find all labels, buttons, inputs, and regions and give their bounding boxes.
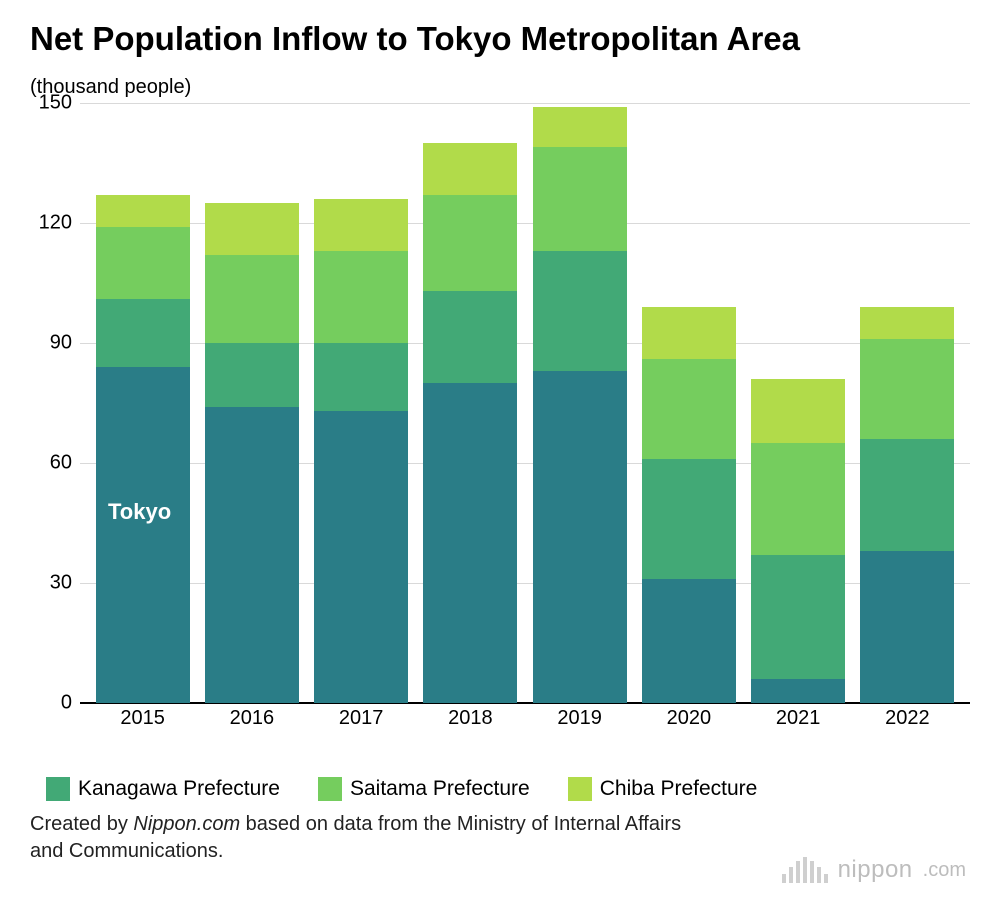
chart-subtitle: (thousand people) [30,76,970,99]
segment-saitama [860,339,954,439]
source-text: Created by Nippon.com based on data from… [30,811,710,865]
x-tick-label: 2022 [860,707,954,730]
y-tick-label: 90 [30,332,72,355]
segment-saitama [751,443,845,555]
segment-kanagawa [205,343,299,407]
segment-kanagawa [423,291,517,383]
y-tick-label: 150 [30,92,72,115]
segment-saitama [314,251,408,343]
segment-tokyo [860,551,954,703]
y-tick-label: 120 [30,212,72,235]
logo-text: nippon [838,856,913,884]
x-tick-label: 2021 [751,707,845,730]
plot-area: Tokyo [80,103,970,703]
chart-title: Net Population Inflow to Tokyo Metropoli… [30,20,970,58]
legend: Kanagawa Prefecture Saitama Prefecture Chi… [46,777,970,801]
segment-chiba [751,379,845,443]
publisher-logo: nippon .com [782,856,966,884]
segment-tokyo [642,579,736,703]
chart-area: 0306090120150 Tokyo 20152016201720182019… [30,103,970,733]
segment-saitama [205,255,299,343]
y-tick-label: 60 [30,452,72,475]
bar-2022 [860,307,954,703]
x-tick-label: 2020 [642,707,736,730]
bar-2021 [751,379,845,703]
legend-label: Saitama Prefecture [350,777,530,801]
segment-chiba [423,143,517,195]
bar-2017 [314,199,408,703]
y-tick-label: 30 [30,572,72,595]
bar-2015 [96,195,190,703]
bar-2018 [423,143,517,703]
bars-group [80,103,970,703]
segment-kanagawa [860,439,954,551]
segment-tokyo [205,407,299,703]
segment-tokyo [533,371,627,703]
x-tick-label: 2017 [314,707,408,730]
x-tick-label: 2015 [96,707,190,730]
x-tick-label: 2016 [205,707,299,730]
segment-chiba [860,307,954,339]
legend-label: Kanagawa Prefecture [78,777,280,801]
segment-kanagawa [314,343,408,411]
source-prefix: Created by [30,813,133,835]
chart-container: Net Population Inflow to Tokyo Metropoli… [0,0,1000,908]
segment-kanagawa [642,459,736,579]
y-tick-label: 0 [30,692,72,715]
segment-kanagawa [96,299,190,367]
segment-tokyo [423,383,517,703]
source-author: Nippon.com [133,813,240,835]
legend-swatch [46,777,70,801]
segment-saitama [96,227,190,299]
x-axis-labels: 2015 2016 2017 2018 2019 2020 2021 2022 [80,707,970,730]
segment-tokyo [751,679,845,703]
legend-swatch [318,777,342,801]
segment-tokyo [96,367,190,703]
bar-2019 [533,107,627,703]
legend-item-kanagawa: Kanagawa Prefecture [46,777,280,801]
segment-saitama [642,359,736,459]
segment-saitama [423,195,517,291]
segment-kanagawa [533,251,627,371]
legend-label: Chiba Prefecture [600,777,758,801]
segment-chiba [533,107,627,147]
logo-domain: .com [923,859,966,882]
segment-chiba [642,307,736,359]
segment-saitama [533,147,627,251]
segment-kanagawa [751,555,845,679]
legend-item-saitama: Saitama Prefecture [318,777,530,801]
legend-swatch [568,777,592,801]
legend-item-chiba: Chiba Prefecture [568,777,758,801]
bar-2020 [642,307,736,703]
segment-chiba [205,203,299,255]
segment-chiba [96,195,190,227]
x-tick-label: 2018 [423,707,517,730]
logo-bars-icon [782,857,828,883]
segment-tokyo [314,411,408,703]
bar-2016 [205,203,299,703]
segment-chiba [314,199,408,251]
x-tick-label: 2019 [533,707,627,730]
